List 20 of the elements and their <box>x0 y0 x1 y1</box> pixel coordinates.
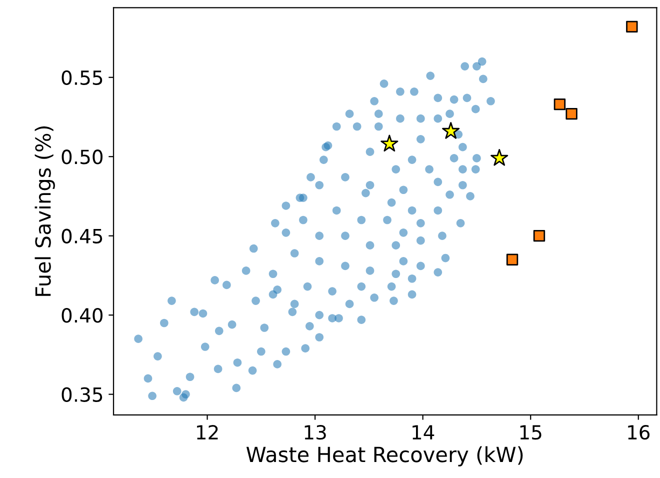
point <box>506 254 518 266</box>
x-tick-label: 16 <box>628 424 650 440</box>
y-tick-label: 0.45 <box>62 228 102 244</box>
point <box>626 20 638 33</box>
point <box>554 98 566 110</box>
y-tick-label: 0.50 <box>62 150 103 164</box>
x-axis-title: Waste Heat Recovery (kW) <box>246 446 523 466</box>
x-tick-label: 12 <box>197 424 218 440</box>
point <box>380 134 398 152</box>
y-tick-label: 0.35 <box>62 387 102 402</box>
point <box>442 122 460 139</box>
x-tick-label: 14 <box>412 425 434 440</box>
point <box>490 148 508 166</box>
x-tick-label: 13 <box>304 424 326 440</box>
y-tick-label: 0.40 <box>62 308 103 323</box>
y-tick-label: 0.55 <box>62 70 102 86</box>
x-tick-label: 15 <box>520 425 542 440</box>
y-axis-title: Fuel Savings (%) <box>34 126 55 296</box>
point <box>566 108 578 120</box>
point <box>533 230 546 242</box>
